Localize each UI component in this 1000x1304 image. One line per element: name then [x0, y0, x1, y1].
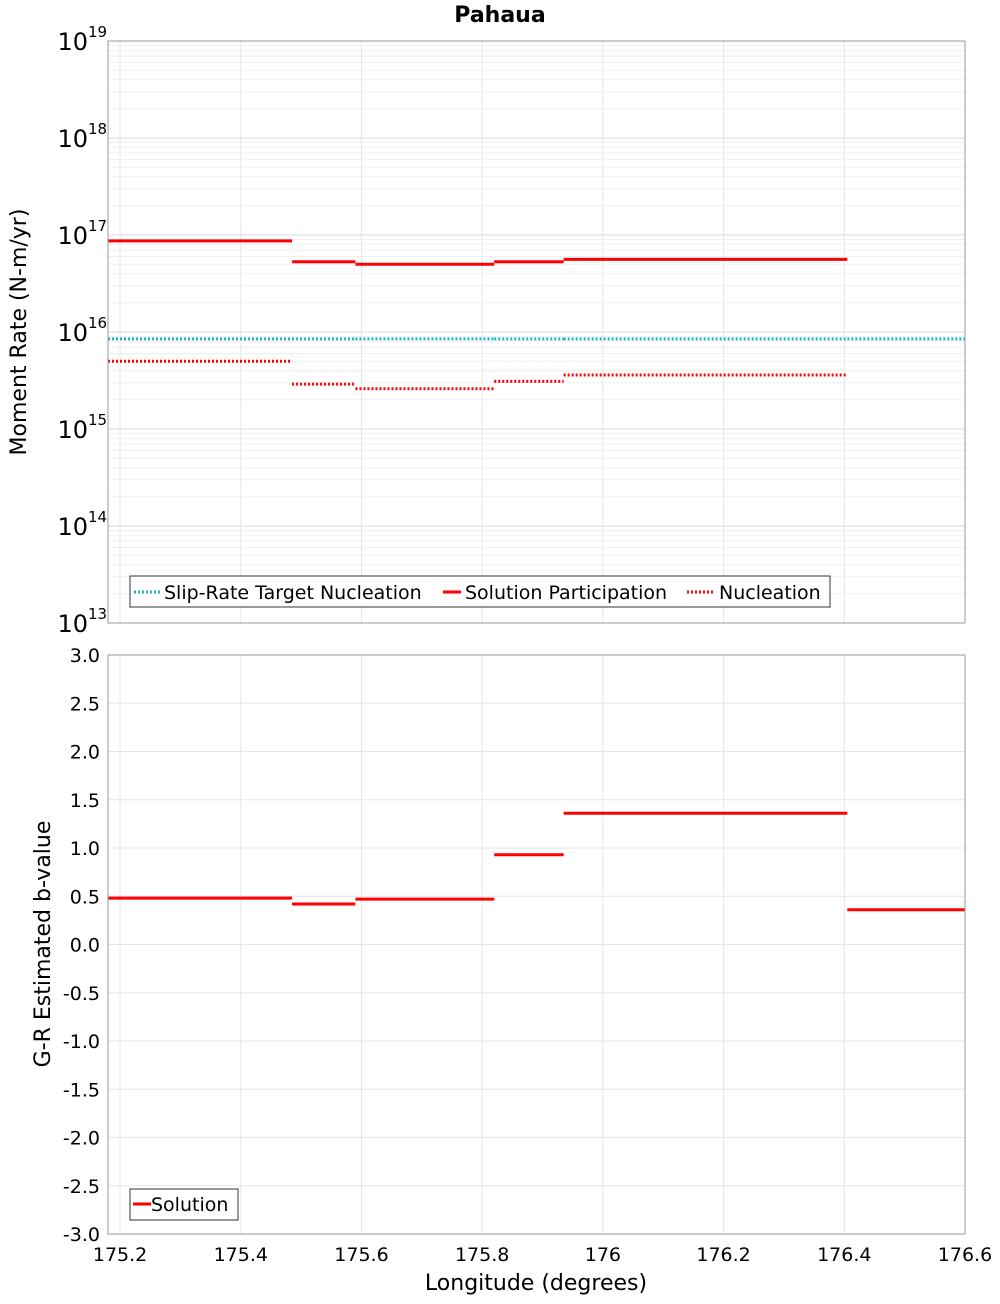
bottom-y-tick-label: -1.5: [63, 1079, 100, 1101]
x-tick-label: 175.4: [214, 1244, 268, 1266]
bottom-y-tick-label: 1.0: [70, 838, 100, 860]
bottom-y-tick-label: -1.0: [63, 1031, 100, 1053]
top-y-tick-exponent: 18: [88, 120, 107, 138]
bottom-y-tick-label: 1.5: [70, 790, 100, 812]
top-y-tick-label: 10: [57, 319, 88, 347]
bottom-panel: 3.0 2.5 2.0 1.5 1.0 0.5 0.0 -0.5 -1.0 -1.5 -2.0 -2.…: [63, 645, 966, 1246]
x-tick-label: 176.2: [696, 1244, 750, 1266]
bottom-y-tick-label: -2.0: [63, 1128, 100, 1150]
bottom-legend: Solution: [129, 1188, 239, 1221]
top-y-tick-label: 10: [57, 28, 88, 56]
top-plot-frame: [107, 40, 966, 624]
bottom-y-tick-label: 3.0: [70, 645, 100, 667]
bottom-legend-label: Solution: [151, 1194, 228, 1216]
bottom-y-tick-label: -3.0: [63, 1224, 100, 1246]
top-y-tick-exponent: 13: [88, 605, 107, 623]
top-y-tick-exponent: 16: [88, 314, 107, 332]
top-y-tick-label: 10: [57, 222, 88, 250]
top-y-tick-exponent: 14: [88, 508, 107, 526]
top-legend: Slip-Rate Target Nucleation Solution Part…: [129, 575, 831, 608]
top-y-tick-exponent: 15: [88, 411, 107, 429]
bottom-y-axis-label: G-R Estimated b-value: [31, 821, 56, 1068]
top-y-tick-label: 10: [57, 513, 88, 541]
chart-title: Pahaua: [454, 3, 545, 28]
top-y-tick-exponent: 17: [88, 217, 107, 235]
x-tick-label: 175.8: [455, 1244, 509, 1266]
x-tick-label: 176.4: [817, 1244, 871, 1266]
bottom-y-tick-label: 0.5: [70, 886, 100, 908]
bottom-y-tick-label: 0.0: [70, 935, 100, 957]
bottom-y-tick-label: 2.0: [70, 742, 100, 764]
top-legend-label: Slip-Rate Target Nucleation: [164, 582, 422, 604]
top-legend-box: [129, 575, 831, 608]
x-tick-label: 175.2: [93, 1244, 147, 1266]
x-tick-label: 175.6: [334, 1244, 388, 1266]
top-legend-label: Solution Participation: [465, 582, 667, 604]
top-y-tick-exponent: 19: [88, 23, 107, 41]
x-tick-label: 176: [585, 1244, 621, 1266]
top-y-tick-label: 10: [57, 416, 88, 444]
bottom-y-tick-label: -0.5: [63, 983, 100, 1005]
top-y-tick-label: 10: [57, 125, 88, 153]
top-y-tick-label: 10: [57, 610, 88, 638]
bottom-y-tick-label: 2.5: [70, 693, 100, 715]
bottom-plot-frame: [107, 654, 966, 1235]
top-y-axis-label: Moment Rate (N-m/yr): [7, 209, 32, 456]
x-axis-label: Longitude (degrees): [425, 1271, 647, 1296]
x-tick-label: 176.6: [938, 1244, 992, 1266]
bottom-y-tick-label: -2.5: [63, 1176, 100, 1198]
top-legend-label: Nucleation: [719, 582, 821, 604]
